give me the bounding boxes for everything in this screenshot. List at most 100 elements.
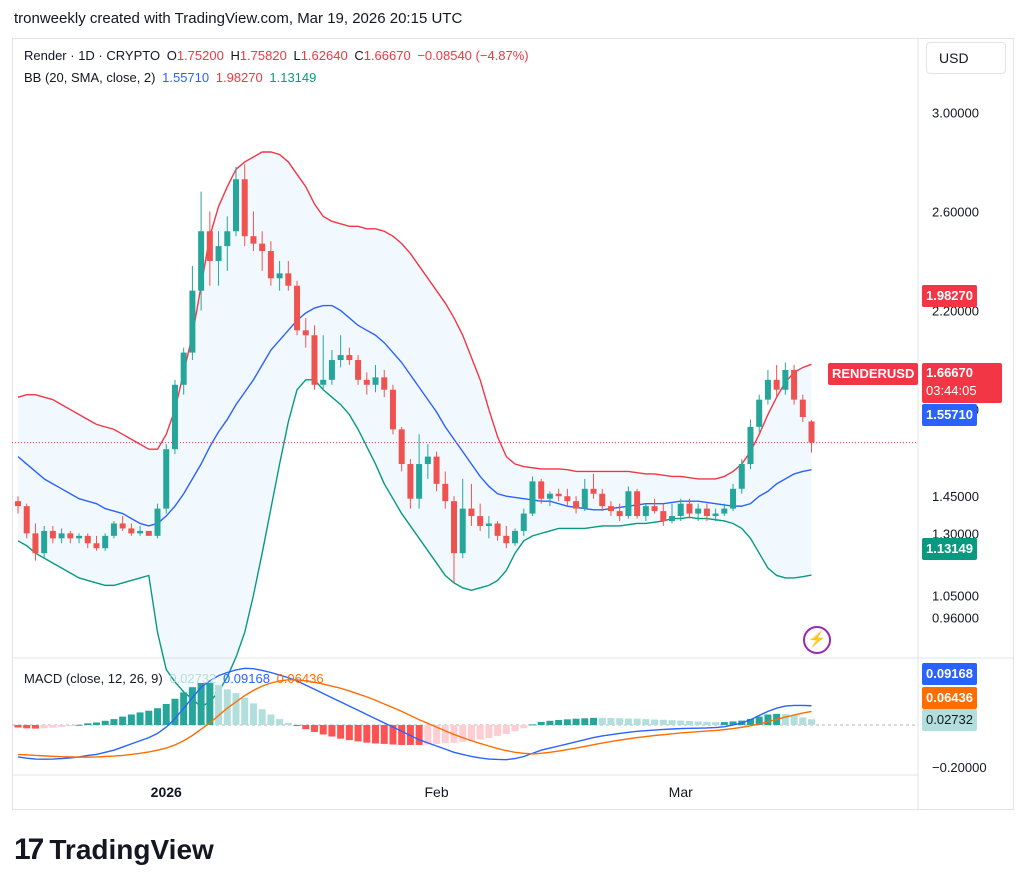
candle-body [49, 530, 56, 539]
bb-label: BB (20, SMA, close, 2) [24, 70, 156, 85]
candle [294, 280, 301, 336]
signal-line [17, 679, 812, 758]
candle-body [686, 503, 693, 514]
close-label: C [354, 48, 364, 63]
candle-body [372, 377, 379, 385]
candle-body [32, 533, 39, 554]
candle [573, 496, 580, 514]
close-value: 1.66670 [363, 48, 411, 63]
candle [494, 520, 501, 541]
macd-histogram-bar [598, 717, 606, 725]
macd-histogram-bar [389, 725, 397, 745]
macd-histogram-bar [590, 717, 598, 725]
macd-histogram-bar [459, 725, 467, 742]
currency-button[interactable]: USD [926, 42, 1006, 74]
macd-histogram-bar [537, 721, 545, 725]
macd-histogram-bar [380, 725, 388, 744]
candle [564, 488, 571, 507]
candle-body [581, 488, 588, 509]
gridlines [12, 38, 1013, 810]
candle [372, 364, 379, 393]
macd-histogram-bar [494, 725, 502, 736]
macd-histogram-bar [651, 719, 659, 725]
open-label: O [166, 48, 177, 63]
candle-body [433, 456, 440, 484]
candle [110, 520, 117, 539]
candle [276, 260, 283, 291]
candle [590, 473, 597, 499]
candle [791, 364, 798, 405]
lightning-icon[interactable]: ⚡ [803, 626, 831, 654]
macd-histogram-bar [319, 725, 327, 735]
candle [442, 471, 449, 509]
bb-lower-line [17, 379, 812, 708]
candle-body [407, 464, 414, 499]
macd-histogram-bar [284, 722, 292, 725]
macd-histogram-bar [781, 714, 789, 725]
candle-body [171, 384, 178, 450]
candle [773, 364, 780, 398]
macd-histogram-bar [84, 723, 92, 725]
candle [180, 347, 187, 395]
candle-body [259, 243, 266, 252]
candle-body [337, 355, 344, 361]
candle [677, 498, 684, 521]
candle-body [41, 530, 48, 554]
macd-histogram-bar [162, 704, 170, 725]
candle [407, 459, 414, 509]
candle-body [607, 506, 614, 512]
candle [520, 508, 527, 536]
chart-attribution: tronweekly created with TradingView.com,… [14, 10, 463, 27]
macd-legend: MACD (close, 12, 26, 9) 0.02732 0.09168 … [24, 671, 327, 686]
macd-histogram-bar [171, 698, 179, 725]
macd-histogram-bar [511, 725, 519, 732]
candle [485, 516, 492, 539]
macd-histogram-bar [136, 712, 144, 725]
macd-histogram-bar [642, 719, 650, 725]
candle [76, 533, 83, 544]
candle [267, 241, 274, 286]
macd-histogram-bar [188, 687, 196, 725]
macd-histogram-bar [215, 685, 223, 725]
price-tick-label: 2.60000 [932, 204, 979, 219]
candle [58, 528, 65, 544]
candle-body [311, 335, 318, 385]
macd-histogram-bar [310, 725, 318, 732]
macd-histogram-bar [276, 719, 284, 725]
candle-body [128, 528, 135, 534]
candle-body [424, 456, 431, 465]
macd-histogram-bar [154, 708, 162, 725]
candle [93, 535, 100, 551]
candle-body [573, 501, 580, 509]
macd-histogram-bar [790, 715, 798, 725]
bb-legend: BB (20, SMA, close, 2) 1.55710 1.98270 1… [24, 70, 319, 85]
candle-body [477, 516, 484, 526]
candle-body [233, 179, 239, 232]
macd-histogram-bar [668, 720, 676, 725]
macd-histogram-bar [616, 718, 624, 725]
candle [695, 503, 702, 521]
candle [206, 211, 213, 286]
candle-body [730, 488, 737, 509]
candle-body [119, 523, 126, 529]
candle [433, 451, 440, 492]
macd-histogram-bar [23, 725, 31, 729]
candle [355, 355, 362, 385]
candle-body [110, 523, 117, 536]
candle-body [546, 493, 553, 499]
macd-line-badge: 0.09168 [922, 663, 977, 685]
candle-body [660, 511, 667, 521]
candle [424, 444, 431, 479]
candle [250, 211, 257, 252]
macd-histogram-bar [363, 725, 371, 743]
macd-histogram-bar [232, 693, 240, 725]
candle-body [459, 508, 466, 554]
macd-histogram-bar [49, 725, 57, 728]
candle-body [241, 179, 248, 237]
macd-histogram-bar [555, 719, 563, 725]
ticker-badge: RENDERUSD [828, 363, 919, 385]
macd-histogram-bar [476, 725, 484, 740]
tv-mark-icon: 17 [14, 833, 44, 866]
candle-body [398, 429, 405, 465]
